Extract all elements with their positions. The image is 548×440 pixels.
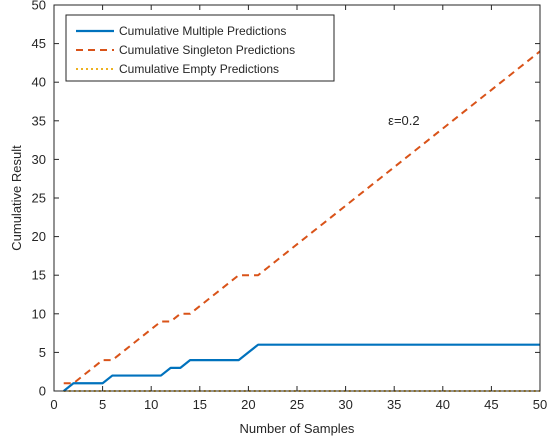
x-tick-label-1: 5 <box>99 397 106 412</box>
y-tick-label-5: 25 <box>32 191 46 206</box>
y-tick-label-10: 50 <box>32 0 46 13</box>
x-tick-label-8: 40 <box>436 397 450 412</box>
y-tick-label-2: 10 <box>32 306 46 321</box>
axis-layer: 0 5 10 15 20 25 30 35 40 45 50 0 5 10 15 20 25 30 35 40 45 50 <box>32 0 548 412</box>
x-tick-label-7: 35 <box>387 397 401 412</box>
legend: Cumulative Multiple Predictions Cumulativ… <box>65 14 335 82</box>
x-tick-label-5: 25 <box>290 397 304 412</box>
y-tick-label-3: 15 <box>32 268 46 283</box>
x-tick-label-2: 10 <box>144 397 158 412</box>
x-tick-label-10: 50 <box>533 397 547 412</box>
legend-label-1: Cumulative Singleton Predictions <box>119 43 295 57</box>
y-tick-label-1: 5 <box>39 345 46 360</box>
y-tick-label-7: 35 <box>32 113 46 128</box>
epsilon-label: ε=0.2 <box>388 113 419 128</box>
x-tick-label-6: 30 <box>338 397 352 412</box>
series-line-0 <box>63 343 540 392</box>
x-tick-label-0: 0 <box>50 397 57 412</box>
legend-label-2: Cumulative Empty Predictions <box>119 62 279 76</box>
x-tick-label-4: 20 <box>241 397 255 412</box>
x-tick-label-3: 15 <box>193 397 207 412</box>
epsilon-symbol: ε <box>388 113 394 128</box>
epsilon-annotation: ε=0.2 <box>388 113 419 128</box>
y-axis-label: Cumulative Result <box>9 145 24 251</box>
y-tick-label-6: 30 <box>32 152 46 167</box>
epsilon-value: =0.2 <box>394 113 420 128</box>
y-tick-label-9: 45 <box>32 36 46 51</box>
y-tick-label-4: 20 <box>32 229 46 244</box>
y-tick-label-0: 0 <box>39 384 46 399</box>
legend-box <box>65 14 335 82</box>
legend-label-0: Cumulative Multiple Predictions <box>119 24 286 38</box>
x-tick-label-9: 45 <box>484 397 498 412</box>
y-tick-label-8: 40 <box>32 75 46 90</box>
x-axis-label: Number of Samples <box>240 421 355 436</box>
